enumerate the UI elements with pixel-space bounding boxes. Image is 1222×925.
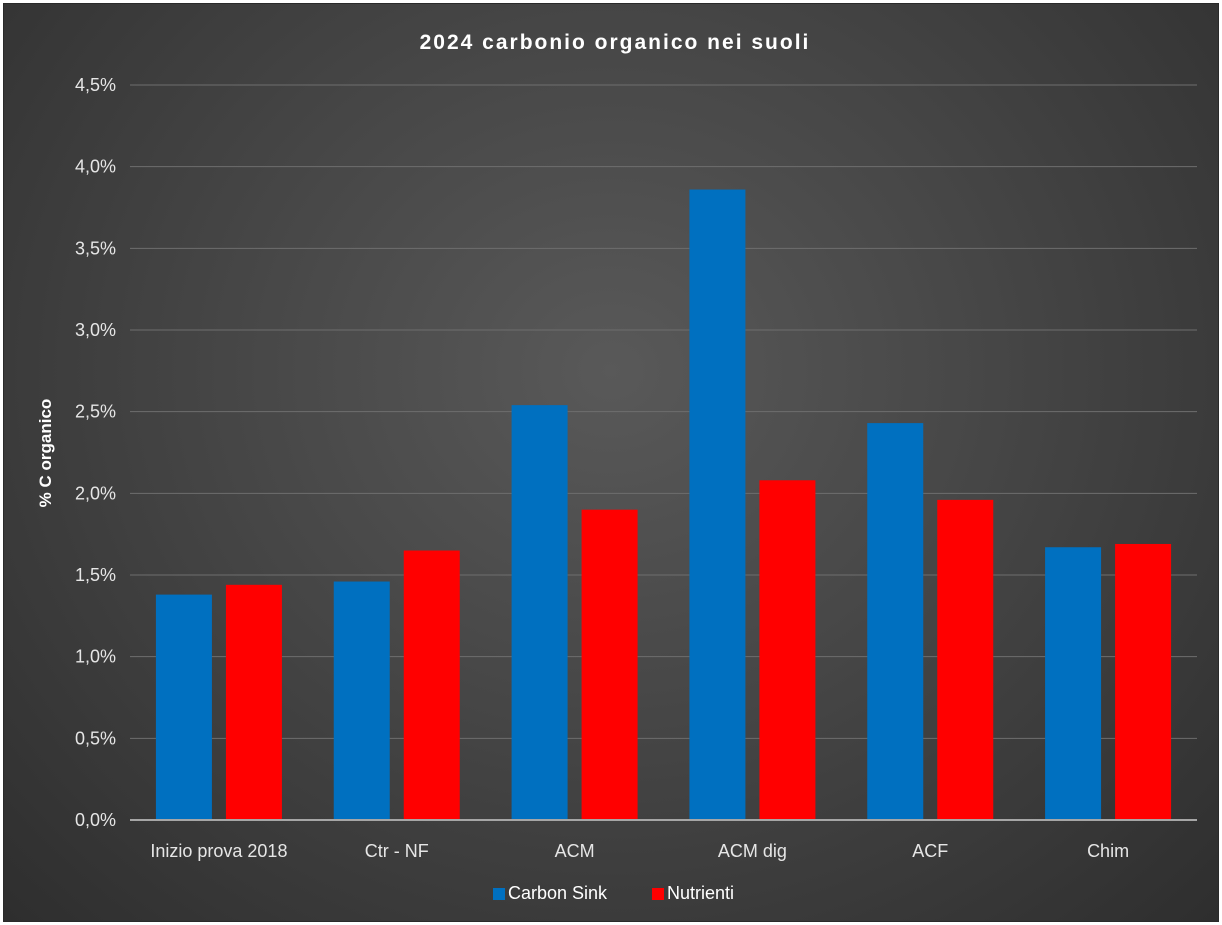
x-tick-label: ACM	[555, 841, 595, 861]
bar-carbon-sink	[333, 581, 390, 820]
legend-swatch	[493, 888, 505, 900]
y-tick-label: 3,5%	[75, 238, 116, 258]
bar-carbon-sink	[689, 189, 746, 821]
y-axis-label: % C organico	[36, 399, 55, 508]
gridlines	[130, 84, 1197, 739]
bar-nutrienti	[1115, 543, 1172, 820]
bar-carbon-sink	[1045, 547, 1102, 820]
x-tick-label: Chim	[1087, 841, 1129, 861]
x-tick-label: Ctr - NF	[365, 841, 429, 861]
legend-label: Carbon Sink	[508, 883, 608, 903]
bar-nutrienti	[759, 480, 816, 820]
y-tick-label: 2,0%	[75, 483, 116, 503]
x-tick-label: Inizio prova 2018	[150, 841, 287, 861]
y-tick-label: 4,5%	[75, 75, 116, 95]
y-tick-label: 3,0%	[75, 320, 116, 340]
y-tick-label: 0,0%	[75, 810, 116, 830]
y-tick-label: 4,0%	[75, 157, 116, 177]
x-tick-label: ACF	[912, 841, 948, 861]
bar-nutrienti	[225, 584, 282, 820]
y-tick-label: 0,5%	[75, 728, 116, 748]
legend-label: Nutrienti	[667, 883, 734, 903]
bar-carbon-sink	[867, 423, 924, 820]
y-tick-label: 1,0%	[75, 647, 116, 667]
bar-nutrienti	[403, 550, 460, 820]
legend: Carbon Sink Nutrienti	[493, 883, 734, 903]
bar-carbon-sink	[155, 594, 212, 820]
legend-swatch	[652, 888, 664, 900]
y-tick-label: 2,5%	[75, 402, 116, 422]
tick-labels: 0,0% 0,5% 1,0% 1,5% 2,0% 2,5% 3,0% 3,5% 4,0% 4,5%…	[75, 75, 1197, 861]
x-tick-label: ACM dig	[718, 841, 787, 861]
bar-carbon-sink	[511, 405, 568, 820]
chart-title: 2024 carbonio organico nei suoli	[420, 31, 811, 54]
bar-nutrienti	[937, 499, 994, 820]
y-tick-label: 1,5%	[75, 565, 116, 585]
bar-nutrienti	[581, 509, 638, 820]
bars	[155, 189, 1172, 821]
